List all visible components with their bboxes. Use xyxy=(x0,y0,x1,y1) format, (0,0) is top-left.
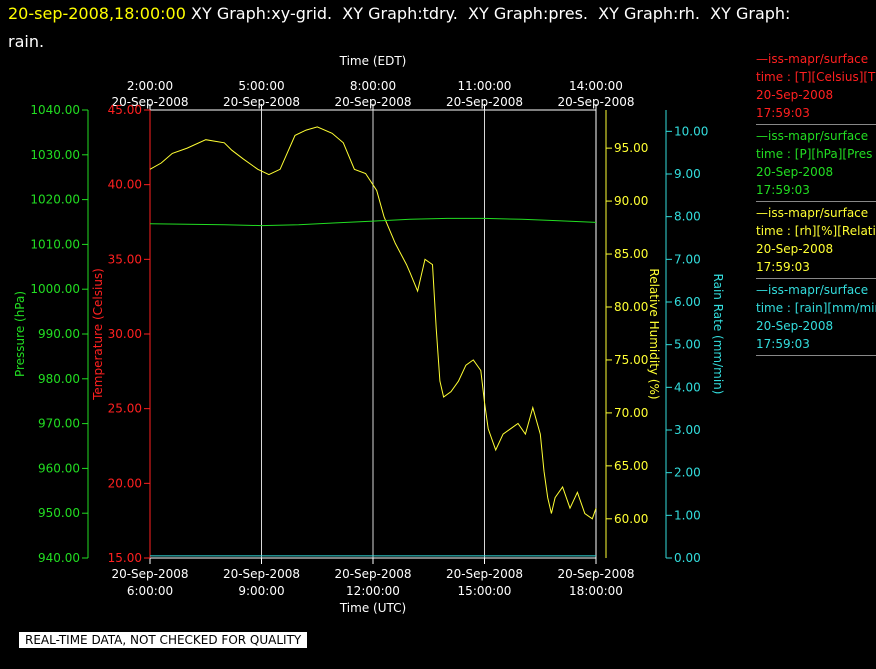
x-top-tick-date: 20-Sep-2008 xyxy=(111,95,188,109)
series-line-P xyxy=(149,217,597,227)
x-axis-title-edt: Time (EDT) xyxy=(339,54,407,68)
y_pressure-tick-label: 970.00 xyxy=(38,417,80,431)
legend-entry: —iss-mapr/surface time : [rh][%][Relati 20… xyxy=(756,204,876,279)
x-tick-time: 15:00:00 xyxy=(458,584,512,598)
y_humidity-tick-label: 75.00 xyxy=(614,353,648,367)
x-tick-date: 20-Sep-2008 xyxy=(111,567,188,581)
header-line-2: rain. xyxy=(8,32,45,51)
y_rain-tick-label: 4.00 xyxy=(674,380,701,394)
x-top-tick-time: 14:00:00 xyxy=(569,79,623,93)
y_humidity-tick-label: 85.00 xyxy=(614,247,648,261)
y_humidity-tick-label: 80.00 xyxy=(614,300,648,314)
plot-grid xyxy=(149,109,597,559)
y_pressure-tick-label: 1030.00 xyxy=(30,148,80,162)
y_temperature-tick-label: 40.00 xyxy=(108,178,142,192)
y_temperature-tick-label: 35.00 xyxy=(108,252,142,266)
y_rain-tick-label: 0.00 xyxy=(674,551,701,565)
legend-name: —iss-mapr/surface xyxy=(756,206,869,220)
y_humidity-tick-label: 65.00 xyxy=(614,459,648,473)
legend-date: 20-Sep-2008 xyxy=(756,88,834,102)
y_rain-tick-label: 2.00 xyxy=(674,466,701,480)
legend-var: time : [P][hPa][Pres xyxy=(756,147,873,161)
y_pressure-tick-label: 950.00 xyxy=(38,506,80,520)
y_pressure-tick-label: 990.00 xyxy=(38,327,80,341)
legend-time: 17:59:03 xyxy=(756,337,810,351)
y_temperature-tick-label: 15.00 xyxy=(108,551,142,565)
quality-disclaimer: REAL-TIME DATA, NOT CHECKED FOR QUALITY xyxy=(19,632,308,648)
header-line-1: 20-sep-2008,18:00:00 XY Graph:xy-grid. X… xyxy=(8,4,790,23)
legend-date: 20-Sep-2008 xyxy=(756,319,834,333)
y_temperature-tick-label: 30.00 xyxy=(108,327,142,341)
y_rain-tick-label: 3.00 xyxy=(674,423,701,437)
y_pressure-tick-label: 1020.00 xyxy=(30,193,80,207)
plot-axes: 20-Sep-2008 6:00:00 20-Sep-2008 9:00:00 20-S… xyxy=(13,54,725,615)
y_temperature-axis-title: Temperature (Celsius) xyxy=(91,268,105,401)
x-top-tick-time: 11:00:00 xyxy=(458,79,512,93)
legend-time: 17:59:03 xyxy=(756,183,810,197)
legend-entry: —iss-mapr/surface time : [T][Celsius][T 20… xyxy=(756,50,876,125)
y_rain-tick-label: 1.00 xyxy=(674,508,701,522)
y_humidity-tick-label: 60.00 xyxy=(614,512,648,526)
x-top-tick-time: 8:00:00 xyxy=(350,79,396,93)
x-top-tick-time: 2:00:00 xyxy=(127,79,173,93)
x-top-tick-date: 20-Sep-2008 xyxy=(334,95,411,109)
y_pressure-tick-label: 1000.00 xyxy=(30,282,80,296)
y_humidity-tick-label: 70.00 xyxy=(614,406,648,420)
x-top-tick-time: 5:00:00 xyxy=(238,79,284,93)
y_rain-tick-label: 5.00 xyxy=(674,338,701,352)
y_rain-tick-label: 10.00 xyxy=(674,124,708,138)
legend-time: 17:59:03 xyxy=(756,106,810,120)
legend-var: time : [rain][mm/min xyxy=(756,301,876,315)
series-line-rh xyxy=(149,126,597,520)
header-datetime: 20-sep-2008,18:00:00 xyxy=(8,4,186,23)
x-tick-time: 9:00:00 xyxy=(238,584,284,598)
y_humidity-tick-label: 95.00 xyxy=(614,141,648,155)
legend-var: time : [T][Celsius][T xyxy=(756,70,876,84)
y_temperature-tick-label: 45.00 xyxy=(108,103,142,117)
x-tick-date: 20-Sep-2008 xyxy=(557,567,634,581)
legend-entry: —iss-mapr/surface time : [P][hPa][Pres 20-… xyxy=(756,127,876,202)
y_humidity-tick-label: 90.00 xyxy=(614,194,648,208)
x-tick-date: 20-Sep-2008 xyxy=(223,567,300,581)
y_temperature-tick-label: 25.00 xyxy=(108,402,142,416)
x-tick-time: 18:00:00 xyxy=(569,584,623,598)
legend-var: time : [rh][%][Relati xyxy=(756,224,876,238)
x-tick-time: 6:00:00 xyxy=(127,584,173,598)
x-top-tick-date: 20-Sep-2008 xyxy=(446,95,523,109)
legend-date: 20-Sep-2008 xyxy=(756,242,834,256)
x-axis-title-utc: Time (UTC) xyxy=(339,601,406,615)
legend-name: —iss-mapr/surface xyxy=(756,129,869,143)
y_pressure-tick-label: 940.00 xyxy=(38,551,80,565)
y_rain-tick-label: 9.00 xyxy=(674,167,701,181)
x-tick-date: 20-Sep-2008 xyxy=(446,567,523,581)
y_rain-tick-label: 6.00 xyxy=(674,295,701,309)
data-lines xyxy=(149,126,597,557)
x-tick-time: 12:00:00 xyxy=(346,584,400,598)
y_rain-axis-title: Rain Rate (mm/min) xyxy=(711,274,725,395)
y_pressure-tick-label: 1010.00 xyxy=(30,237,80,251)
y_rain-tick-label: 8.00 xyxy=(674,210,701,224)
y_humidity-axis-title: Relative Humidity (%) xyxy=(647,268,661,399)
header-graph-list: XY Graph:xy-grid. XY Graph:tdry. XY Grap… xyxy=(185,4,791,23)
x-top-tick-date: 20-Sep-2008 xyxy=(557,95,634,109)
y_pressure-tick-label: 1040.00 xyxy=(30,103,80,117)
legend-time: 17:59:03 xyxy=(756,260,810,274)
legend-entry: —iss-mapr/surface time : [rain][mm/min 20-… xyxy=(756,281,876,356)
legend-name: —iss-mapr/surface xyxy=(756,283,869,297)
x-tick-date: 20-Sep-2008 xyxy=(334,567,411,581)
y_pressure-tick-label: 960.00 xyxy=(38,461,80,475)
y_pressure-tick-label: 980.00 xyxy=(38,372,80,386)
x-top-tick-date: 20-Sep-2008 xyxy=(223,95,300,109)
legend-name: —iss-mapr/surface xyxy=(756,52,869,66)
y_rain-tick-label: 7.00 xyxy=(674,252,701,266)
y_pressure-axis-title: Pressure (hPa) xyxy=(13,291,27,377)
legend: —iss-mapr/surface time : [T][Celsius][T 20… xyxy=(756,50,876,358)
legend-date: 20-Sep-2008 xyxy=(756,165,834,179)
y_temperature-tick-label: 20.00 xyxy=(108,476,142,490)
